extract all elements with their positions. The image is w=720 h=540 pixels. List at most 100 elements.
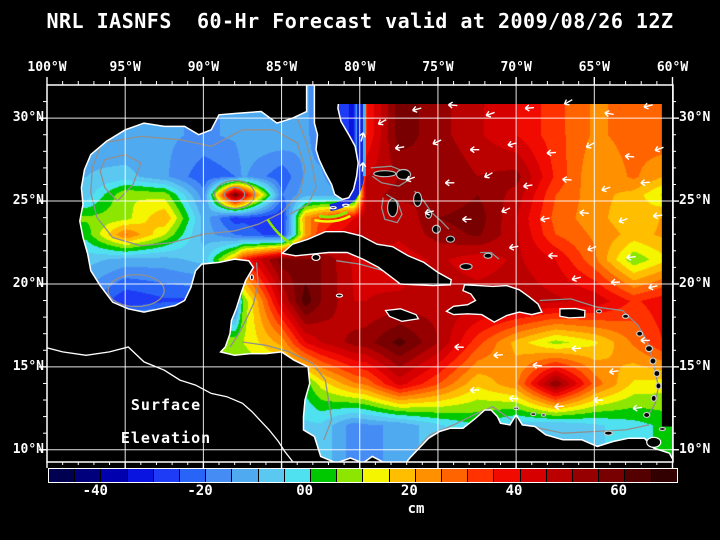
colorbar-cell <box>468 469 494 482</box>
lon-tick-label: 95°W <box>109 60 141 75</box>
colorbar-cell <box>520 469 546 482</box>
field-label-line2: Elevation <box>120 429 212 447</box>
colorbar-cell <box>573 469 599 482</box>
lon-tick-label: 75°W <box>422 60 454 75</box>
axis-ticks <box>39 77 679 468</box>
island <box>311 253 321 262</box>
latlon-gridlines <box>47 85 673 462</box>
island <box>373 170 397 178</box>
colorbar-cell <box>127 469 153 482</box>
colorbar-tick-label: 00 <box>296 483 314 499</box>
puerto-rico-landmass <box>559 307 586 319</box>
current-arrow <box>654 145 664 153</box>
current-arrow <box>454 343 464 351</box>
current-arrow <box>601 185 611 193</box>
current-arrow <box>444 179 455 187</box>
current-arrow <box>394 144 405 152</box>
lat-tick-label: 15°N <box>679 358 711 374</box>
island <box>646 436 662 448</box>
current-arrow <box>524 104 535 112</box>
plot-title: NRL IASNFS 60-Hr Forecast valid at 2009/… <box>46 9 674 33</box>
current-arrow <box>377 118 387 126</box>
current-arrow <box>548 252 558 260</box>
current-arrow <box>507 140 517 148</box>
current-arrow <box>540 215 550 223</box>
colorbar-tick-label: 60 <box>610 483 628 499</box>
current-arrow <box>579 209 589 217</box>
lon-tick-label: 70°W <box>500 60 532 75</box>
lat-tick-label: 30°N <box>12 110 44 126</box>
current-arrow <box>652 212 663 220</box>
current-arrow <box>562 176 572 184</box>
colorbar-cell <box>389 469 415 482</box>
colorbar-cell <box>494 469 520 482</box>
current-vector-arrows <box>359 99 664 412</box>
colorbar-cell <box>284 469 311 482</box>
bathymetry-contour <box>370 165 408 187</box>
island <box>540 413 547 417</box>
colorbar-cell <box>180 469 206 482</box>
island <box>658 426 666 432</box>
island <box>386 198 399 218</box>
lat-tick-label: 25°N <box>12 193 44 209</box>
island <box>650 394 657 402</box>
current-arrow <box>571 344 582 353</box>
current-arrow <box>643 102 653 110</box>
island <box>335 293 344 298</box>
lat-tick-label: 30°N <box>679 110 711 126</box>
colorbar-cell <box>101 469 127 482</box>
model-domain-boundary-east <box>661 104 673 427</box>
colorbar-cell <box>363 469 389 482</box>
bathymetry-contour <box>90 129 306 247</box>
current-arrow <box>640 336 650 344</box>
island <box>595 309 603 314</box>
lat-tick-label: 15°N <box>12 358 44 374</box>
bathymetry-contour <box>289 117 317 215</box>
current-arrow <box>359 162 367 172</box>
current-arrow <box>532 361 542 369</box>
island <box>249 274 254 281</box>
island <box>530 412 537 417</box>
island <box>621 313 630 319</box>
lat-tick-label: 20°N <box>679 275 711 291</box>
lon-tick-label: 90°W <box>187 60 220 75</box>
bathymetry-contour <box>229 262 259 348</box>
current-arrow <box>412 106 422 113</box>
cuba-landmass <box>280 231 452 287</box>
current-arrow <box>626 253 636 261</box>
eddy-contour <box>223 186 246 203</box>
colorbar-cell <box>153 469 180 482</box>
current-arrow <box>640 179 650 187</box>
island <box>653 369 661 378</box>
colorbar-cell <box>546 469 573 482</box>
loop-current-fringe <box>314 214 351 223</box>
lon-tick-label: 65°W <box>578 60 610 75</box>
current-arrow <box>610 278 621 286</box>
lon-tick-label: 85°W <box>265 60 298 75</box>
current-arrow <box>563 99 573 106</box>
colorbar-cell <box>206 469 232 482</box>
current-arrow <box>618 217 628 224</box>
campeche-contour <box>107 273 165 308</box>
island <box>445 235 456 243</box>
current-arrow <box>359 132 366 142</box>
current-arrow <box>624 152 635 160</box>
current-arrow <box>609 368 619 376</box>
island <box>395 168 412 181</box>
current-arrow <box>405 175 416 183</box>
current-arrow <box>469 386 480 394</box>
current-arrow <box>546 149 557 157</box>
colorbar-cell <box>442 469 468 482</box>
current-arrow <box>648 283 658 291</box>
colorbar-cell <box>599 469 625 482</box>
colorbar-cell <box>49 469 75 482</box>
florida-landmass <box>313 85 359 201</box>
field-label-line1: Surface <box>130 396 202 414</box>
current-arrow <box>447 101 458 109</box>
current-arrow <box>632 404 643 412</box>
island <box>483 252 493 259</box>
island <box>459 262 473 271</box>
current-arrow <box>432 139 442 146</box>
